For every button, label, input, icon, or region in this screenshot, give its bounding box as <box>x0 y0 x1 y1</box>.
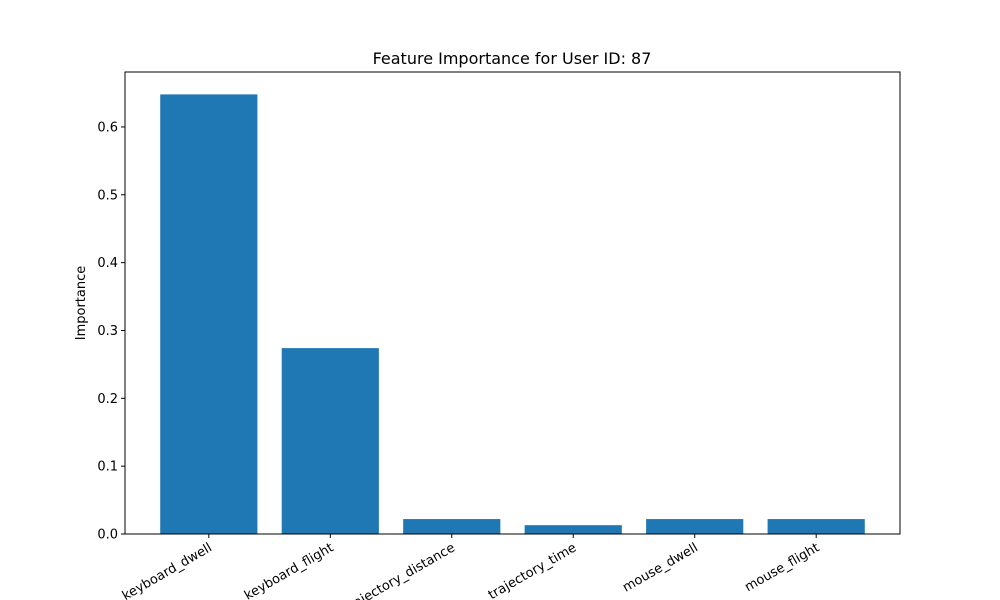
y-tick-label: 0.0 <box>97 528 118 543</box>
x-tick-label: trajectory_distance <box>342 540 458 600</box>
bars-group <box>160 94 865 534</box>
plot-frame <box>124 71 901 535</box>
y-tick-label: 0.5 <box>97 188 118 203</box>
y-tick-label: 0.4 <box>97 256 118 271</box>
x-axis-ticks: keyboard_dwell keyboard_flight trajectory_… <box>120 534 822 600</box>
bar-mouse-flight <box>767 519 865 534</box>
x-tick-label: keyboard_flight <box>242 540 336 600</box>
x-tick-label: mouse_dwell <box>620 540 700 595</box>
y-tick-label: 0.3 <box>97 324 118 339</box>
bar-trajectory-distance <box>403 519 501 534</box>
y-tick-label: 0.6 <box>97 120 118 135</box>
y-tick-label: 0.1 <box>97 460 118 475</box>
chart-title: Feature Importance for User ID: 87 <box>373 49 652 68</box>
bar-trajectory-time <box>524 525 622 534</box>
bar-keyboard-flight <box>281 348 379 534</box>
x-tick-label: trajectory_time <box>486 540 579 600</box>
bar-keyboard-dwell <box>160 94 258 534</box>
x-tick-label: keyboard_dwell <box>120 540 215 600</box>
y-axis-label: Importance <box>74 266 89 341</box>
y-axis-ticks: 0.0 0.1 0.2 0.3 0.4 0.5 0.6 <box>97 120 125 543</box>
y-tick-label: 0.2 <box>97 392 118 407</box>
bar-mouse-dwell <box>646 519 744 534</box>
x-tick-label: mouse_flight <box>742 540 822 595</box>
